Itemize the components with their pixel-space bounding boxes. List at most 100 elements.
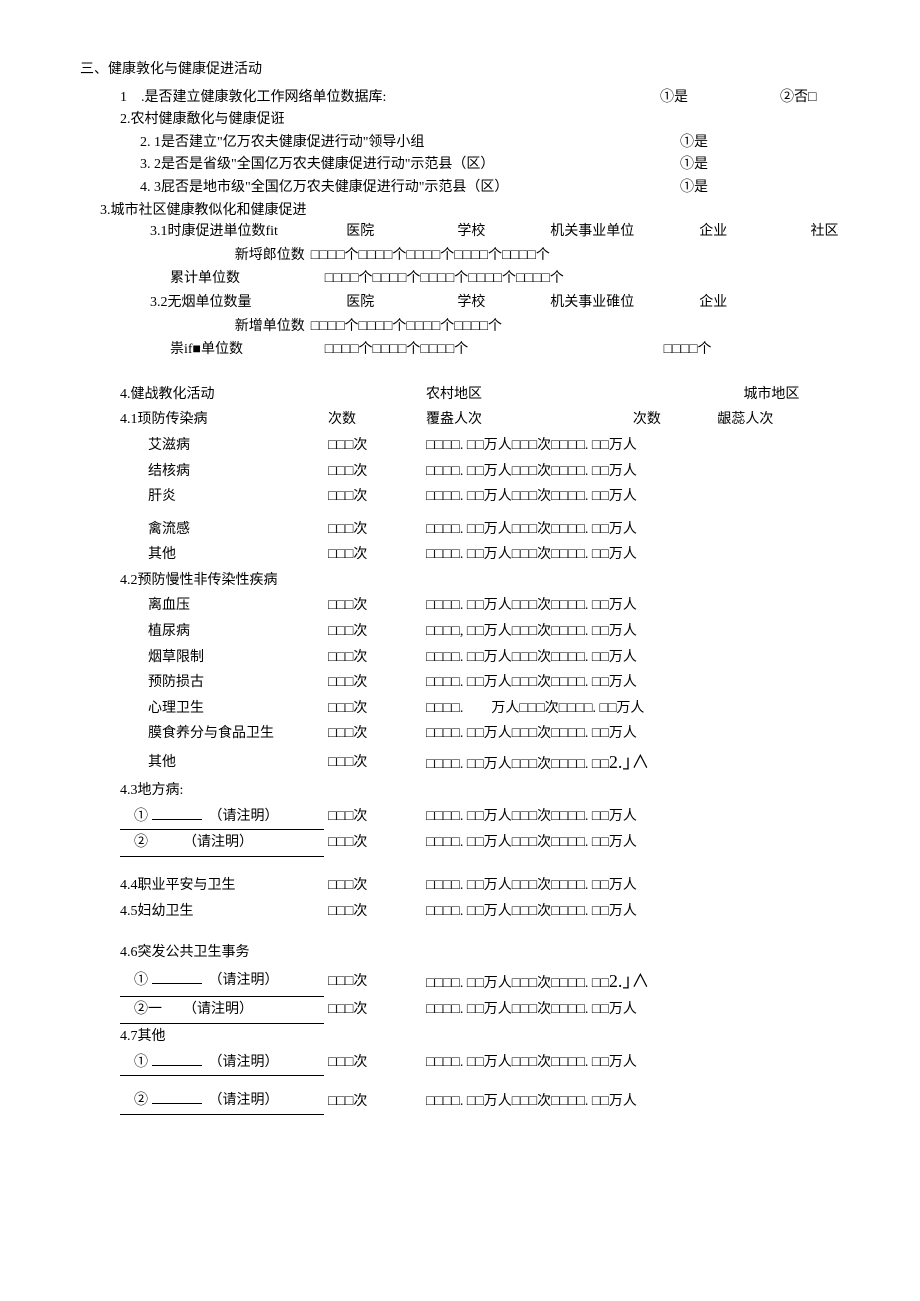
section-title: 三、健康敦化与健康促进活动 bbox=[80, 60, 880, 80]
t32-sum-vals-a: □□□□个□□□□个□□□□个 bbox=[305, 338, 527, 362]
col2-enterprise: 企业 bbox=[658, 291, 769, 315]
data-food[interactable]: □□□□. □□万人□□□次□□□□. □□万人 bbox=[422, 721, 900, 747]
data-other2[interactable]: □□□□. □□万人□□□次□□□□. □□2.｣∧ bbox=[422, 747, 900, 778]
col2-hospital: 医院 bbox=[305, 291, 416, 315]
row-tb: 结核病□□□次□□□□. □□万人□□□次□□□□. □□万人 bbox=[120, 459, 900, 485]
lbl-bp: 离血压 bbox=[120, 593, 324, 619]
times-local1[interactable]: □□□次 bbox=[324, 804, 422, 830]
table-3-1: 3.1时康促进単位数fit 医院 学校 机关事业单位 企业 社区 新埒郎位数 □… bbox=[130, 220, 880, 362]
t31-new-label: 新埒郎位数 bbox=[130, 244, 305, 268]
sec44-title: 4.4职业平安与卫生 bbox=[120, 873, 324, 899]
times-bp[interactable]: □□□次 bbox=[324, 593, 422, 619]
lbl-other2: 其他 bbox=[120, 747, 324, 778]
times-oth1[interactable]: □□□次 bbox=[324, 1050, 422, 1076]
times-smoke[interactable]: □□□次 bbox=[324, 645, 422, 671]
hdr-times: 次数 bbox=[324, 407, 422, 433]
data-occ[interactable]: □□□□. □□万人□□□次□□□□. □□万人 bbox=[422, 873, 900, 899]
t32-new-label: 新增单位数 bbox=[130, 315, 305, 339]
times-emerg1[interactable]: □□□次 bbox=[324, 966, 422, 997]
row-mental: 心理卫生□□□次□□□□. 万人□□□次□□□□. □□万人 bbox=[120, 696, 900, 722]
times-food[interactable]: □□□次 bbox=[324, 721, 422, 747]
sec47-title-row: 4.7其他 bbox=[120, 1024, 900, 1050]
data-oth2[interactable]: □□□□. □□万人□□□次□□□□. □□万人 bbox=[422, 1088, 900, 1114]
q2-2: 3. 2是否是省级"全国亿万农夫健康促进行动"示范县（区） ①是 bbox=[120, 155, 880, 175]
data-other1[interactable]: □□□□. □□万人□□□次□□□□. □□万人 bbox=[422, 542, 900, 568]
t4-header-2: 4.1顼防传染病 次数 覆盎人次次数龈蕊人次 bbox=[120, 407, 900, 433]
data-injury[interactable]: □□□□. □□万人□□□次□□□□. □□万人 bbox=[422, 670, 900, 696]
data-mental[interactable]: □□□□. 万人□□□次□□□□. □□万人 bbox=[422, 696, 900, 722]
q2-3-opt[interactable]: ①是 bbox=[680, 178, 800, 198]
col-hospital: 医院 bbox=[305, 220, 416, 244]
lbl-emerg1[interactable]: ① （请注明） bbox=[120, 966, 324, 997]
lbl-other1: 其他 bbox=[120, 542, 324, 568]
data-emerg1[interactable]: □□□□. □□万人□□□次□□□□. □□2.｣∧ bbox=[422, 966, 900, 997]
t32-new-row: 新增单位数 □□□□个□□□□个□□□□个□□□□个 bbox=[130, 315, 880, 339]
times-other2[interactable]: □□□次 bbox=[324, 747, 422, 778]
sec41-title: 4.1顼防传染病 bbox=[120, 407, 324, 433]
lbl-oth1[interactable]: ① （请注明） bbox=[120, 1050, 324, 1076]
q3-title: 3.城市社区健康教似化和健康促进 bbox=[100, 201, 880, 221]
q2-1-opt[interactable]: ①是 bbox=[680, 133, 800, 153]
lbl-oth2[interactable]: ② （请注明） bbox=[120, 1088, 324, 1114]
lbl-emerg2[interactable]: ②一 （请注明） bbox=[120, 997, 324, 1024]
data-oth1[interactable]: □□□□. □□万人□□□次□□□□. □□万人 bbox=[422, 1050, 900, 1076]
times-injury[interactable]: □□□次 bbox=[324, 670, 422, 696]
q2-2-opt[interactable]: ①是 bbox=[680, 155, 800, 175]
times-mch[interactable]: □□□次 bbox=[324, 899, 422, 925]
col-gov: 机关事业单位 bbox=[527, 220, 658, 244]
sec42-title-row: 4.2预防慢性非传染性疾病 bbox=[120, 568, 900, 594]
data-mch[interactable]: □□□□. □□万人□□□次□□□□. □□万人 bbox=[422, 899, 900, 925]
t31-sum-label: 累计单位数 bbox=[130, 267, 305, 291]
times-flu[interactable]: □□□次 bbox=[324, 510, 422, 543]
t32-new-vals: □□□□个□□□□个□□□□个□□□□个 bbox=[305, 315, 880, 339]
lbl-dm: 植尿病 bbox=[120, 619, 324, 645]
data-local1[interactable]: □□□□. □□万人□□□次□□□□. □□万人 bbox=[422, 804, 900, 830]
data-aids[interactable]: □□□□. □□万人□□□次□□□□. □□万人 bbox=[422, 433, 900, 459]
t31-label: 3.1时康促进単位数fit bbox=[130, 220, 305, 244]
lbl-food: 膜食养分与食品卫生 bbox=[120, 721, 324, 747]
row-flu: 禽流感□□□次□□□□. □□万人□□□次□□□□. □□万人 bbox=[120, 510, 900, 543]
data-tb[interactable]: □□□□. □□万人□□□次□□□□. □□万人 bbox=[422, 459, 900, 485]
q1-opt-no[interactable]: ②否□ bbox=[780, 88, 860, 108]
sec46-title-row: 4.6突发公共卫生事务 bbox=[120, 940, 900, 966]
data-bp[interactable]: □□□□. □□万人□□□次□□□□. □□万人 bbox=[422, 593, 900, 619]
table-4: 4.健战教化活动 农村地区城市地区 4.1顼防传染病 次数 覆盎人次次数龈蕊人次… bbox=[120, 382, 900, 1115]
row-other2: 其他□□□次□□□□. □□万人□□□次□□□□. □□2.｣∧ bbox=[120, 747, 900, 778]
times-dm[interactable]: □□□次 bbox=[324, 619, 422, 645]
t32-label: 3.2无烟单位数量 bbox=[130, 291, 305, 315]
row-smoke: 烟草限制□□□次□□□□. □□万人□□□次□□□□. □□万人 bbox=[120, 645, 900, 671]
q1-opt-yes[interactable]: ①是 bbox=[660, 88, 780, 108]
times-local2[interactable]: □□□次 bbox=[324, 830, 422, 857]
data-dm[interactable]: □□□□, □□万人□□□次□□□□. □□万人 bbox=[422, 619, 900, 645]
row-local1: ① （请注明）□□□次□□□□. □□万人□□□次□□□□. □□万人 bbox=[120, 804, 900, 830]
t32-sum-vals-b: □□□□个 bbox=[658, 338, 769, 362]
times-oth2[interactable]: □□□次 bbox=[324, 1088, 422, 1114]
q2-1: 2. 1是否建立"亿万农夫健康促进行动"领导小组 ①是 bbox=[120, 133, 880, 153]
data-smoke[interactable]: □□□□. □□万人□□□次□□□□. □□万人 bbox=[422, 645, 900, 671]
row-local2: ② （请注明）□□□次□□□□. □□万人□□□次□□□□. □□万人 bbox=[120, 830, 900, 857]
times-aids[interactable]: □□□次 bbox=[324, 433, 422, 459]
q1-row: 1 .是否建立健康敦化工作网络单位数据库: ①是 ②否□ bbox=[120, 88, 880, 108]
data-flu[interactable]: □□□□. □□万人□□□次□□□□. □□万人 bbox=[422, 510, 900, 543]
col2-school: 学校 bbox=[416, 291, 527, 315]
row-injury: 预防损古□□□次□□□□. □□万人□□□次□□□□. □□万人 bbox=[120, 670, 900, 696]
data-emerg2[interactable]: □□□□. □□万人□□□次□□□□. □□万人 bbox=[422, 997, 900, 1024]
data-hep[interactable]: □□□□. □□万人□□□次□□□□. □□万人 bbox=[422, 484, 900, 510]
lbl-local2[interactable]: ② （请注明） bbox=[120, 830, 324, 857]
times-occ[interactable]: □□□次 bbox=[324, 873, 422, 899]
sec46-title: 4.6突发公共卫生事务 bbox=[120, 940, 900, 966]
times-tb[interactable]: □□□次 bbox=[324, 459, 422, 485]
times-emerg2[interactable]: □□□次 bbox=[324, 997, 422, 1024]
data-local2[interactable]: □□□□. □□万人□□□次□□□□. □□万人 bbox=[422, 830, 900, 857]
t31-new-vals: □□□□个□□□□个□□□□个□□□□个□□□□个 bbox=[305, 244, 880, 268]
lbl-local1[interactable]: ① （请注明） bbox=[120, 804, 324, 830]
row-oth2: ② （请注明）□□□次□□□□. □□万人□□□次□□□□. □□万人 bbox=[120, 1088, 900, 1114]
times-mental[interactable]: □□□次 bbox=[324, 696, 422, 722]
q2-3: 4. 3屁否是地市级"全国亿万农夫健康促进行动"示范县（区） ①是 bbox=[120, 178, 880, 198]
t31-sum-vals: □□□□个□□□□个□□□□个□□□□个□□□□个 bbox=[305, 267, 880, 291]
times-other1[interactable]: □□□次 bbox=[324, 542, 422, 568]
row-oth1: ① （请注明）□□□次□□□□. □□万人□□□次□□□□. □□万人 bbox=[120, 1050, 900, 1076]
times-hep[interactable]: □□□次 bbox=[324, 484, 422, 510]
row-other1: 其他□□□次□□□□. □□万人□□□次□□□□. □□万人 bbox=[120, 542, 900, 568]
row-bp: 离血压□□□次□□□□. □□万人□□□次□□□□. □□万人 bbox=[120, 593, 900, 619]
